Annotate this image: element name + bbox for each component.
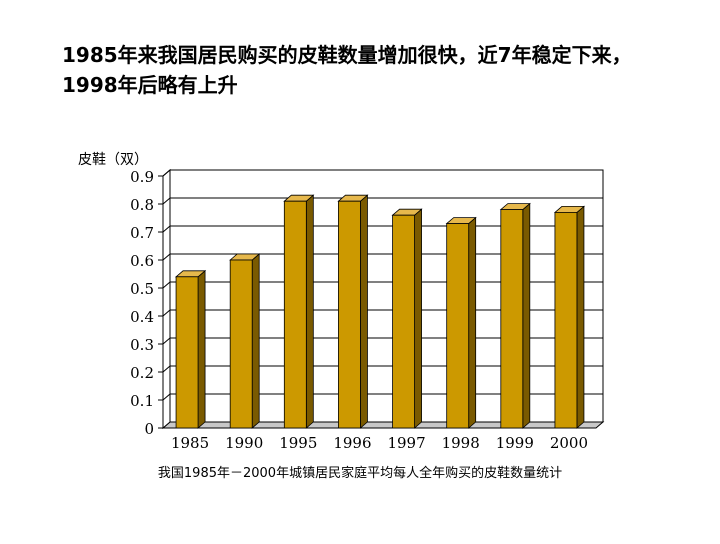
y-tick-label: 0 — [144, 420, 154, 438]
y-tick-label: 0.8 — [130, 196, 154, 214]
plot-side-wall — [162, 168, 171, 430]
bar-1997 — [391, 208, 423, 429]
x-tick-label-1996: 1996 — [333, 434, 371, 452]
bar-front — [229, 259, 253, 429]
bar-side — [576, 205, 585, 429]
bar-side — [360, 194, 368, 429]
bar-1996 — [337, 194, 369, 429]
x-tick-label-1997: 1997 — [387, 434, 425, 452]
x-tick-label-1990: 1990 — [225, 434, 263, 452]
bar-1999 — [499, 202, 531, 429]
bar-side — [251, 253, 260, 429]
y-tick-label: 0.2 — [130, 364, 154, 382]
bar-1985 — [174, 269, 207, 429]
bar-front — [500, 209, 524, 429]
bar-2000 — [553, 205, 586, 429]
bar-side — [305, 194, 314, 429]
x-tick-label-2000: 2000 — [550, 434, 588, 452]
y-tick-label: 0.1 — [130, 392, 154, 410]
bar-1998 — [445, 216, 477, 429]
bar-front — [338, 200, 361, 429]
y-axis-label: 皮鞋（双） — [78, 152, 148, 168]
x-tick-label-1999: 1999 — [496, 434, 534, 452]
chart-bars — [174, 194, 586, 429]
x-tick-labels: 1985 1990 1995 1996 1997 1998 1999 2000 — [171, 434, 588, 452]
bar-side — [197, 269, 206, 429]
gridline — [162, 169, 603, 177]
y-tick-label: 0.4 — [130, 308, 154, 326]
y-tick-label: 0.7 — [130, 224, 154, 242]
chart-caption: 我国1985年－2000年城镇居民家庭平均每人全年购买的皮鞋数量统计 — [157, 466, 563, 481]
y-tick-label: 0.5 — [130, 280, 154, 298]
y-tick-label: 0.6 — [130, 252, 154, 270]
y-tick-label: 0.9 — [130, 168, 154, 186]
bar-1995 — [283, 194, 315, 429]
bar-front — [554, 211, 578, 429]
bar-front — [175, 276, 199, 429]
x-tick-label-1995: 1995 — [279, 434, 317, 452]
bar-front — [392, 214, 415, 429]
chart-grid — [161, 168, 605, 430]
bar-side — [522, 202, 531, 429]
gridline — [162, 197, 603, 205]
y-tick-labels: 0 0.1 0.2 0.3 0.4 0.5 0.6 0.7 0.8 0.9 — [130, 168, 596, 438]
bar-side — [414, 208, 422, 429]
plot-floor — [161, 421, 605, 429]
bar-1990 — [229, 253, 261, 429]
x-tick-label-1985: 1985 — [171, 434, 209, 452]
bar-front — [283, 200, 307, 429]
x-tick-label-1998: 1998 — [442, 434, 480, 452]
y-tick-label: 0.3 — [130, 336, 154, 354]
bar-front — [446, 223, 470, 429]
slide-title: 1985年来我国居民购买的皮鞋数量增加很快，近7年稳定下来，1998年后略有上升 — [62, 43, 632, 97]
bar-side — [468, 216, 477, 429]
